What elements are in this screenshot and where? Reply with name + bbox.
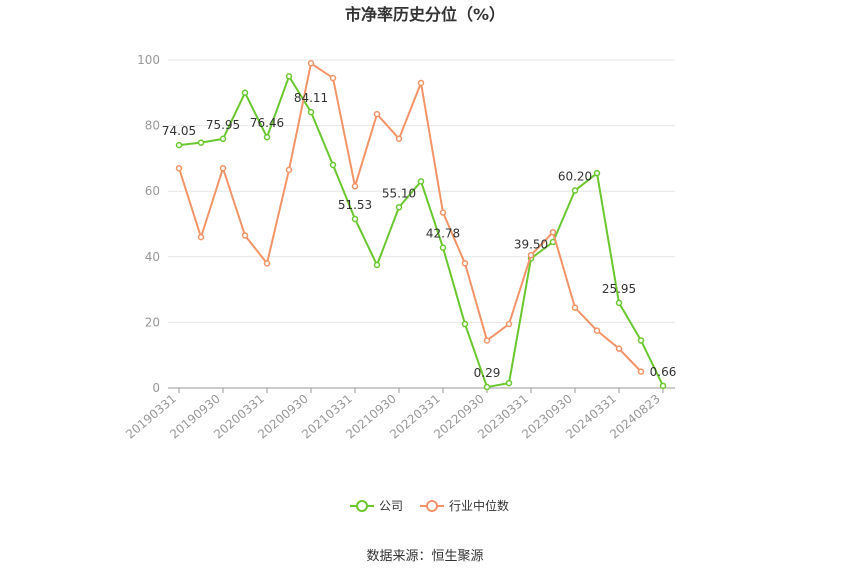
data-point[interactable] <box>175 141 183 149</box>
data-point[interactable] <box>395 204 403 211</box>
y-axis: 0 20 40 60 80 100 <box>137 53 160 395</box>
y-tick-label: 20 <box>145 315 160 329</box>
data-point[interactable] <box>329 161 337 169</box>
data-label: 0.66 <box>650 365 677 379</box>
data-point[interactable] <box>593 169 601 177</box>
data-point[interactable] <box>219 135 227 143</box>
data-point[interactable] <box>571 187 579 194</box>
legend-marker <box>426 500 438 512</box>
data-label: 42.78 <box>426 227 460 241</box>
data-label: 51.53 <box>338 198 372 212</box>
data-label: 60.20 <box>558 170 592 184</box>
y-tick-label: 40 <box>145 250 160 264</box>
data-point[interactable] <box>197 139 205 146</box>
data-point[interactable] <box>197 233 205 241</box>
data-point[interactable] <box>637 368 645 375</box>
data-point[interactable] <box>373 110 381 118</box>
data-point[interactable] <box>417 178 425 185</box>
data-point[interactable] <box>417 79 425 87</box>
data-point[interactable] <box>373 261 381 269</box>
data-point[interactable] <box>439 244 447 251</box>
data-label: 25.95 <box>602 282 636 296</box>
data-point[interactable] <box>461 260 469 267</box>
data-point[interactable] <box>307 60 315 67</box>
data-point[interactable] <box>615 345 623 352</box>
series-line-1 <box>178 61 642 373</box>
data-label: 55.10 <box>382 186 416 200</box>
data-point[interactable] <box>615 299 623 307</box>
data-point[interactable] <box>549 228 557 236</box>
data-label: 75.95 <box>206 118 240 132</box>
data-point[interactable] <box>285 73 293 80</box>
data-point[interactable] <box>659 382 667 390</box>
x-axis: 2019033120190930202003312020093020210331… <box>123 388 664 442</box>
data-point[interactable] <box>219 164 227 172</box>
data-point[interactable] <box>351 183 359 190</box>
data-point[interactable] <box>241 232 249 239</box>
data-source: 数据来源：恒生聚源 <box>366 549 483 564</box>
data-point[interactable] <box>351 215 359 223</box>
data-point[interactable] <box>263 133 271 141</box>
data-label: 74.05 <box>162 124 196 138</box>
data-point[interactable] <box>329 74 337 82</box>
legend-label: 公司 <box>379 499 403 513</box>
data-point[interactable] <box>395 135 403 142</box>
y-tick-label: 0 <box>152 381 160 395</box>
data-point[interactable] <box>571 304 579 311</box>
legend-item-0[interactable]: 公司 <box>350 499 403 513</box>
data-point[interactable] <box>439 209 447 216</box>
y-tick-label: 80 <box>145 119 160 133</box>
data-label: 76.46 <box>250 116 284 130</box>
data-point[interactable] <box>637 337 645 344</box>
data-point[interactable] <box>527 251 535 259</box>
data-point[interactable] <box>285 166 293 174</box>
gridlines <box>168 59 675 389</box>
data-point[interactable] <box>263 260 271 267</box>
data-label: 0.29 <box>474 366 501 380</box>
legend[interactable]: 公司 行业中位数 <box>350 498 509 513</box>
y-tick-label: 60 <box>145 184 160 198</box>
series-layer <box>175 60 667 391</box>
data-point[interactable] <box>593 327 601 334</box>
data-label: 39.50 <box>514 237 548 251</box>
data-point[interactable] <box>241 89 249 97</box>
data-point[interactable] <box>461 320 469 328</box>
data-point[interactable] <box>307 108 315 116</box>
data-label: 84.11 <box>294 91 328 105</box>
y-tick-label: 100 <box>137 53 160 67</box>
legend-marker <box>356 500 368 512</box>
data-point[interactable] <box>483 337 491 344</box>
data-labels: 74.05 75.95 76.46 84.11 51.53 55.10 42.78 0.29 3… <box>162 91 677 380</box>
data-point[interactable] <box>175 164 183 172</box>
legend-label: 行业中位数 <box>449 498 509 513</box>
chart-title: 市净率历史分位（%） <box>345 5 505 24</box>
legend-item-1[interactable]: 行业中位数 <box>420 498 509 513</box>
data-point[interactable] <box>505 379 513 387</box>
data-point[interactable] <box>483 383 491 391</box>
data-point[interactable] <box>505 320 513 328</box>
